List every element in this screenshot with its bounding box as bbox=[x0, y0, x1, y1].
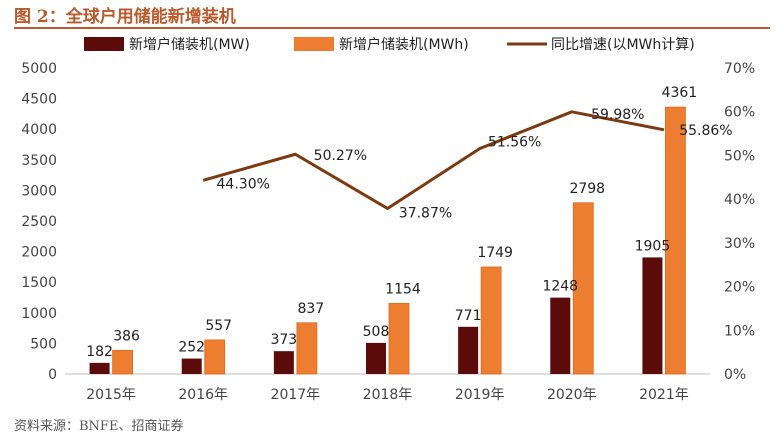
x-tick-label: 2015年 bbox=[86, 387, 136, 403]
y-left-tick-label: 1000 bbox=[21, 306, 57, 322]
legend-label-mwh: 新增户储装机(MWh) bbox=[339, 36, 469, 53]
bar-mwh bbox=[388, 302, 410, 375]
bar-mwh bbox=[204, 339, 226, 375]
y-left-tick-label: 3500 bbox=[21, 153, 57, 169]
y-left-tick-label: 4500 bbox=[21, 92, 57, 108]
bar-mwh bbox=[112, 349, 133, 375]
data-label-growth: 37.87% bbox=[399, 205, 452, 221]
growth-line-group bbox=[202, 110, 665, 210]
bars bbox=[89, 106, 686, 375]
source-note: 资料来源：BNFE、招商证券 bbox=[14, 419, 184, 434]
data-label-growth: 44.30% bbox=[217, 176, 270, 192]
legend-label-mw: 新增户储装机(MW) bbox=[129, 36, 250, 53]
bar-mw bbox=[273, 351, 294, 374]
data-label-mw: 373 bbox=[270, 332, 297, 348]
y-right-tick-label: 10% bbox=[724, 323, 755, 339]
legend-swatch-mwh bbox=[294, 37, 334, 51]
growth-line bbox=[202, 110, 665, 210]
data-label-mw: 182 bbox=[86, 344, 113, 360]
data-label-mw: 252 bbox=[178, 340, 205, 356]
data-label-mwh: 4361 bbox=[662, 85, 698, 101]
y-left-tick-label: 4000 bbox=[21, 122, 57, 138]
x-tick-label: 2019年 bbox=[455, 387, 505, 403]
legend-swatch-mw bbox=[84, 37, 124, 51]
x-tick-label: 2018年 bbox=[363, 387, 413, 403]
title-rule bbox=[14, 27, 770, 29]
y-left-tick-label: 500 bbox=[30, 336, 57, 352]
data-label-mwh: 557 bbox=[205, 318, 232, 334]
y-left-tick-label: 5000 bbox=[21, 61, 57, 77]
y-left-tick-label: 0 bbox=[48, 367, 57, 383]
y-right-tick-label: 60% bbox=[724, 105, 755, 121]
bar-mw bbox=[550, 297, 571, 374]
y-left-tick-label: 3000 bbox=[21, 183, 57, 199]
y-right-tick-label: 50% bbox=[724, 148, 755, 164]
data-label-mwh: 1154 bbox=[385, 281, 421, 297]
data-label-mwh: 386 bbox=[113, 328, 140, 344]
bar-mwh bbox=[665, 106, 686, 375]
y-right-tick-label: 20% bbox=[724, 280, 755, 296]
data-label-mwh: 837 bbox=[297, 301, 324, 317]
x-tick-label: 2020年 bbox=[547, 387, 597, 403]
data-label-mwh: 1749 bbox=[477, 245, 513, 261]
y-left-tick-label: 1500 bbox=[21, 275, 57, 291]
bar-mw bbox=[366, 342, 386, 374]
y-right-tick-label: 0% bbox=[724, 367, 746, 383]
data-label-mw: 1905 bbox=[635, 238, 671, 254]
data-label-growth: 51.56% bbox=[488, 135, 541, 151]
axes: 0 500 1000 1500 2000 2500 3000 3500 4000 4500 5000… bbox=[21, 61, 755, 403]
legend: 新增户储装机(MW) 新增户储装机(MWh) 同比增速(以MWh计算) bbox=[84, 36, 695, 53]
bar-mw bbox=[89, 362, 110, 374]
x-tick-label: 2017年 bbox=[271, 387, 321, 403]
data-label-growth: 59.98% bbox=[591, 107, 644, 123]
x-tick-label: 2016年 bbox=[178, 387, 228, 403]
bar-mwh bbox=[480, 266, 502, 375]
bar-mwh bbox=[572, 202, 594, 375]
figure-title: 图 2：全球户用储能新增装机 bbox=[14, 7, 236, 27]
y-left-tick-label: 2000 bbox=[21, 245, 57, 261]
data-label-mwh: 2798 bbox=[569, 181, 605, 197]
y-right-tick-label: 40% bbox=[724, 192, 755, 208]
data-label-growth: 50.27% bbox=[314, 148, 367, 164]
legend-label-growth: 同比增速(以MWh计算) bbox=[551, 37, 695, 53]
data-label-mw: 771 bbox=[455, 308, 482, 324]
bar-mw bbox=[181, 358, 202, 374]
y-right-tick-label: 70% bbox=[724, 61, 755, 77]
x-tick-label: 2021年 bbox=[639, 387, 689, 403]
bar-mw bbox=[642, 257, 663, 374]
y-right-tick-label: 30% bbox=[724, 236, 755, 252]
data-label-mw: 508 bbox=[363, 324, 390, 340]
data-label-mw: 1248 bbox=[542, 279, 578, 295]
bar-mwh bbox=[296, 322, 318, 375]
y-left-tick-label: 2500 bbox=[21, 214, 57, 230]
data-label-growth: 55.86% bbox=[679, 123, 732, 139]
bar-mw bbox=[458, 326, 479, 374]
